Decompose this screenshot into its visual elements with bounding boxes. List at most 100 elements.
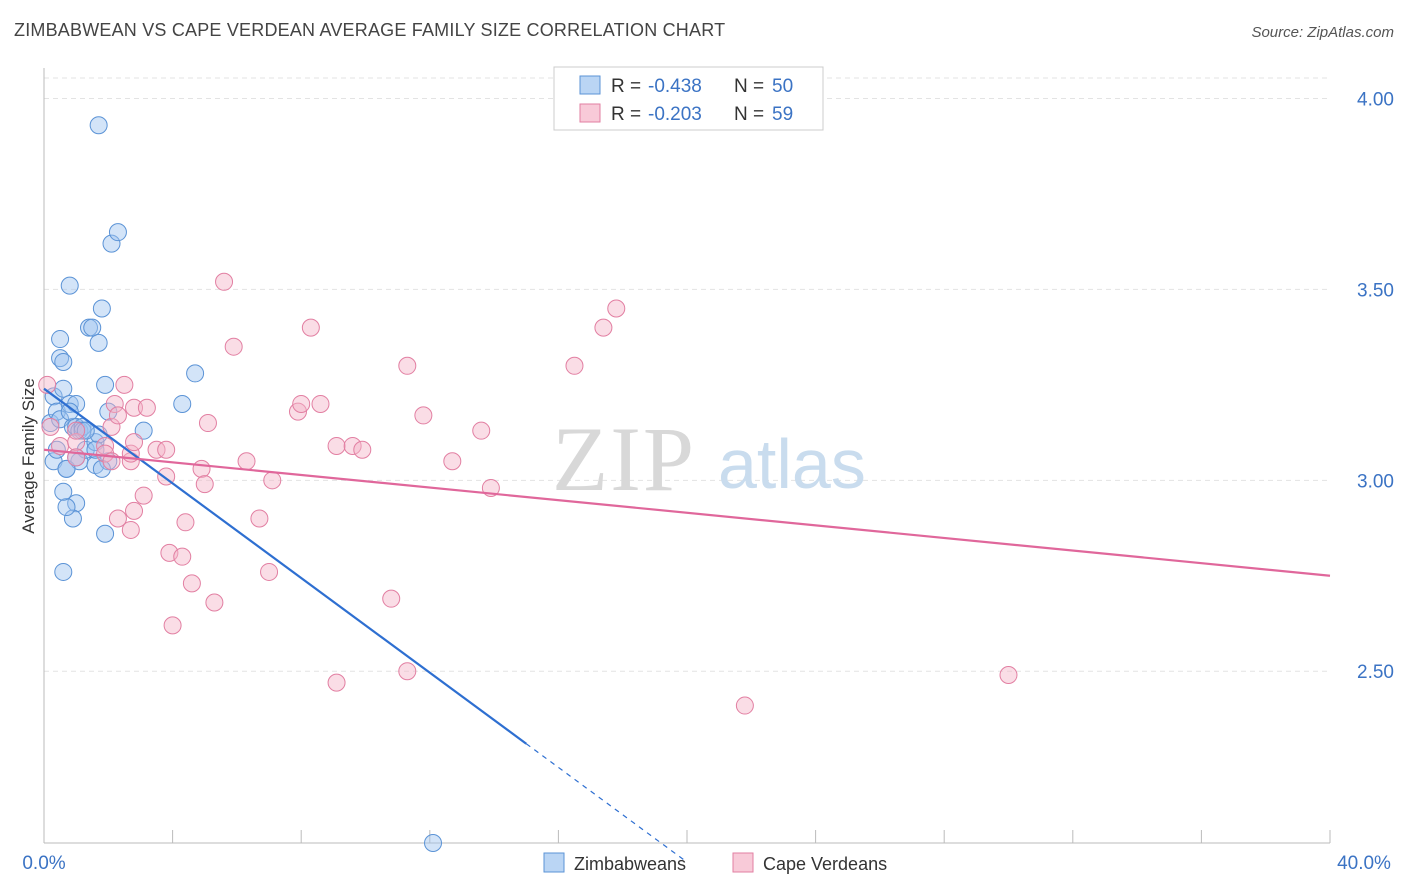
cape-verdeans-point-59 <box>999 666 1018 685</box>
legend-swatch-zimbabweans <box>579 75 601 95</box>
cape-verdeans-point-32 <box>198 414 217 433</box>
trend-lines <box>43 387 1331 863</box>
x-tick-label-min: 0.0% <box>22 853 65 874</box>
zimbabweans-point-46 <box>60 402 79 421</box>
cape-verdeans-point-19 <box>125 398 144 417</box>
zimbabweans-points <box>41 116 443 852</box>
cape-verdeans-point-55 <box>565 356 584 375</box>
chart-title: ZIMBABWEAN VS CAPE VERDEAN AVERAGE FAMIL… <box>14 20 726 40</box>
cape-verdeans-point-26 <box>163 616 182 635</box>
cape-verdeans-point-24 <box>157 440 176 459</box>
zimbabweans-point-10 <box>60 394 79 413</box>
cape-verdeans-point-33 <box>205 593 224 612</box>
zimbabweans-point-40 <box>96 524 115 543</box>
zimbabweans-point-7 <box>54 562 73 581</box>
cape-verdeans-point-34 <box>215 272 234 291</box>
series-legend: Zimbabweans Cape Verdeans <box>543 852 887 874</box>
cape-verdeans-point-57 <box>607 299 626 318</box>
cape-verdeans-point-22 <box>147 440 166 459</box>
cape-verdeans-point-35 <box>224 337 243 356</box>
cape-verdeans-point-58 <box>735 696 754 715</box>
cape-verdeans-point-14 <box>121 520 140 539</box>
cape-verdeans-point-1 <box>41 417 60 436</box>
cape-verdeans-point-44 <box>327 673 346 692</box>
legend-r-value-zimbabweans: -0.438 <box>648 76 702 97</box>
cape-verdeans-point-39 <box>263 471 282 490</box>
zimbabweans-point-32 <box>54 352 73 371</box>
zimbabweans-point-37 <box>96 375 115 394</box>
cape-verdeans-point-56 <box>594 318 613 337</box>
zimbabweans-point-20 <box>83 318 102 337</box>
cape-verdeans-point-6 <box>96 436 115 455</box>
cape-verdeans-point-45 <box>327 436 346 455</box>
cape-verdeans-point-18 <box>125 433 144 452</box>
cape-verdeans-point-4 <box>67 421 86 440</box>
cape-verdeans-trend-line <box>43 448 1331 577</box>
zimbabweans-point-43 <box>173 394 192 413</box>
cape-verdeans-point-31 <box>195 475 214 494</box>
zimbabweans-point-6 <box>54 379 73 398</box>
zimbabweans-point-44 <box>186 364 205 383</box>
zimbabweans-point-11 <box>60 276 79 295</box>
cape-verdeans-point-51 <box>414 406 433 425</box>
zimbabweans-point-39 <box>92 459 111 478</box>
cape-verdeans-point-13 <box>115 375 134 394</box>
zimbabweans-point-29 <box>63 509 82 528</box>
zimbabweans-point-23 <box>99 402 118 421</box>
zimbabweans-trend-extension <box>525 743 688 863</box>
cape-verdeans-point-20 <box>134 486 153 505</box>
zimbabweans-trend-line <box>43 387 527 745</box>
cape-verdeans-point-37 <box>250 509 269 528</box>
cape-verdeans-point-41 <box>292 394 311 413</box>
zimbabweans-point-26 <box>89 116 108 135</box>
cape-verdeans-point-7 <box>96 444 115 463</box>
legend-n-value-cape-verdeans: 59 <box>772 104 793 125</box>
bottom-legend-swatch-cape-verdeans <box>732 852 754 873</box>
gridlines <box>44 77 1330 672</box>
cape-verdeans-point-10 <box>105 394 124 413</box>
cape-verdeans-point-48 <box>382 589 401 608</box>
zimbabweans-point-31 <box>54 482 73 501</box>
cape-verdeans-point-46 <box>343 436 362 455</box>
legend-n-value-zimbabweans: 50 <box>772 76 793 97</box>
bottom-legend-label-zimbabweans: Zimbabweans <box>574 854 686 874</box>
legend-r-label-cape-verdeans: R = <box>611 104 641 125</box>
y-axis-title: Average Family Size <box>19 378 38 534</box>
x-ticks <box>43 830 1331 843</box>
cape-verdeans-point-28 <box>176 513 195 532</box>
zimbabweans-point-22 <box>92 299 111 318</box>
y-tick-label-1: 3.00 <box>1357 471 1394 492</box>
cape-verdeans-point-53 <box>472 421 491 440</box>
x-tick-label-max: 40.0% <box>1337 853 1391 874</box>
zimbabweans-point-24 <box>102 234 121 253</box>
watermark: ZIP atlas <box>552 408 866 510</box>
legend-n-label-zimbabweans: N = <box>734 76 764 97</box>
y-tick-labels: 2.50 3.00 3.50 4.00 <box>1357 90 1394 684</box>
legend-r-value-cape-verdeans: -0.203 <box>648 104 702 125</box>
cape-verdeans-point-38 <box>260 562 279 581</box>
cape-verdeans-point-12 <box>108 509 127 528</box>
cape-verdeans-point-11 <box>108 406 127 425</box>
cape-verdeans-point-50 <box>398 662 417 681</box>
zimbabweans-point-41 <box>89 333 108 352</box>
cape-verdeans-points <box>38 272 1018 715</box>
cape-verdeans-point-36 <box>237 452 256 471</box>
source-credit: Source: ZipAtlas.com <box>1251 24 1394 41</box>
cape-verdeans-point-30 <box>192 459 211 478</box>
zimbabweans-point-25 <box>108 223 127 242</box>
cape-verdeans-point-29 <box>182 574 201 593</box>
zimbabweans-point-49 <box>424 834 443 852</box>
cape-verdeans-point-42 <box>301 318 320 337</box>
cape-verdeans-point-27 <box>173 547 192 566</box>
zimbabweans-point-4 <box>51 330 70 349</box>
zimbabweans-point-28 <box>67 494 86 513</box>
bottom-legend-swatch-zimbabweans <box>543 852 565 873</box>
correlation-legend: R = -0.438 N = 50 R = -0.203 N = 59 <box>553 66 824 131</box>
cape-verdeans-point-17 <box>125 501 144 520</box>
cape-verdeans-point-47 <box>353 440 372 459</box>
cape-verdeans-point-43 <box>311 394 330 413</box>
cape-verdeans-point-0 <box>38 375 57 394</box>
y-tick-label-3: 4.00 <box>1357 90 1394 111</box>
cape-verdeans-point-8 <box>102 417 121 436</box>
